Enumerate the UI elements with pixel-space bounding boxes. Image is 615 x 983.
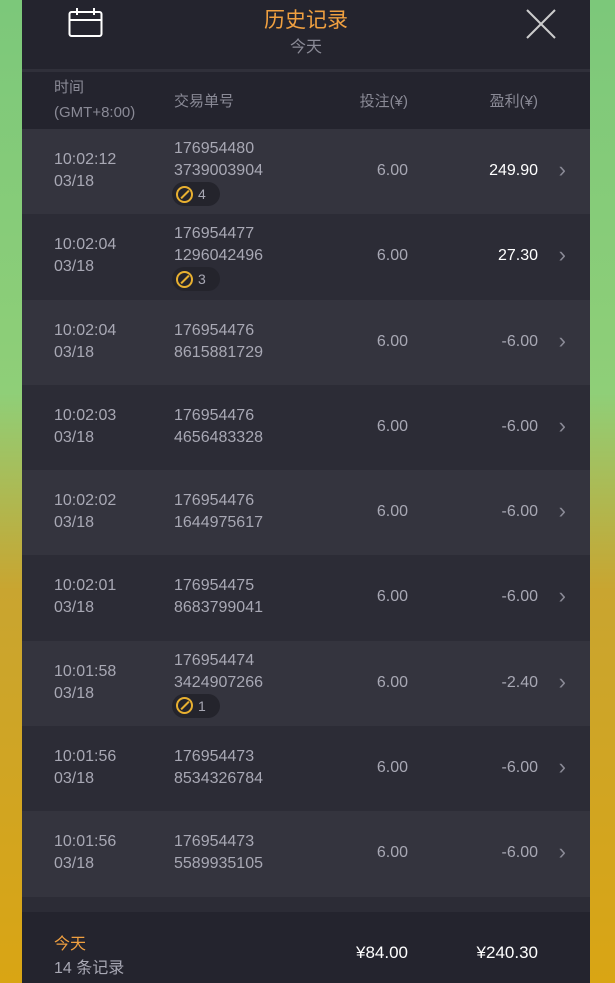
- row-bet: 6.00: [376, 332, 408, 350]
- badge-count: 1: [198, 697, 206, 714]
- table-body: 10:02:12 03/18 176954480 3739003904 4 6.…: [22, 129, 590, 897]
- spin-icon: [176, 185, 193, 203]
- row-time: 10:02:04: [54, 236, 117, 254]
- free-spin-badge: 4: [172, 182, 220, 206]
- row-id-1: 176954473: [174, 833, 255, 851]
- table-row[interactable]: 10:02:04 03/18 176954477 1296042496 3 6.…: [22, 214, 590, 300]
- table-row[interactable]: 10:01:56 03/18 176954473 5589935105 6.00…: [22, 811, 590, 897]
- row-profit: -6.00: [501, 503, 538, 521]
- row-date: 03/18: [54, 428, 95, 446]
- row-date: 03/18: [54, 173, 95, 190]
- row-bet: 6.00: [376, 247, 408, 265]
- row-bet: 6.00: [376, 844, 408, 862]
- row-bet: 6.00: [376, 759, 408, 777]
- row-bet: 6.00: [376, 503, 408, 521]
- row-date: 03/18: [54, 258, 95, 276]
- table-header: 时间 (GMT+8:00) 交易单号 投注(¥) 盈利(¥): [22, 72, 590, 129]
- row-bet: 6.00: [376, 417, 408, 435]
- row-id-2: 3739003904: [174, 162, 263, 179]
- chevron-right-icon[interactable]: ›: [558, 327, 566, 353]
- row-id-1: 176954476: [174, 492, 255, 510]
- footer-period: 今天: [54, 936, 87, 953]
- summary-footer: 今天 14 条记录 ¥84.00 ¥240.30: [22, 912, 590, 983]
- row-profit: -6.00: [501, 588, 538, 606]
- row-profit: -6.00: [501, 417, 538, 435]
- table-row[interactable]: 10:02:02 03/18 176954476 1644975617 6.00…: [22, 470, 590, 556]
- row-date: 03/18: [54, 855, 95, 873]
- chevron-right-icon[interactable]: ›: [558, 583, 566, 609]
- row-time: 10:02:01: [54, 577, 117, 595]
- chevron-right-icon[interactable]: ›: [558, 668, 566, 694]
- history-panel: 历史记录 今天 时间 (GMT+8:00) 交易单号 投注(¥) 盈利(¥) 1…: [22, 0, 590, 983]
- row-profit: -2.40: [501, 673, 538, 691]
- row-bet: 6.00: [376, 588, 408, 606]
- row-date: 03/18: [54, 514, 95, 532]
- chevron-right-icon[interactable]: ›: [558, 242, 566, 268]
- footer-total-profit: ¥240.30: [476, 943, 538, 962]
- badge-count: 4: [198, 186, 206, 202]
- calendar-icon[interactable]: [68, 8, 104, 38]
- row-time: 10:01:58: [54, 662, 117, 680]
- row-id-1: 176954480: [174, 140, 255, 157]
- row-id-1: 176954476: [174, 321, 255, 339]
- row-profit: -6.00: [501, 332, 538, 350]
- chevron-right-icon[interactable]: ›: [558, 412, 566, 438]
- row-id-2: 3424907266: [174, 673, 263, 691]
- row-id-2: 8683799041: [174, 599, 263, 617]
- free-spin-badge: 1: [172, 693, 220, 718]
- col-profit: 盈利(¥): [489, 93, 538, 110]
- chevron-right-icon[interactable]: ›: [558, 498, 566, 524]
- row-time: 10:01:56: [54, 833, 117, 851]
- col-bet: 投注(¥): [359, 93, 408, 110]
- table-row[interactable]: 10:02:12 03/18 176954480 3739003904 4 6.…: [22, 129, 590, 215]
- free-spin-badge: 3: [172, 267, 220, 292]
- row-bet: 6.00: [376, 673, 408, 691]
- close-icon[interactable]: [525, 8, 557, 40]
- row-date: 03/18: [54, 770, 95, 788]
- row-id-2: 1644975617: [174, 514, 263, 532]
- spin-icon: [176, 270, 193, 288]
- table-row[interactable]: 10:01:58 03/18 176954474 3424907266 1 6.…: [22, 640, 590, 727]
- row-date: 03/18: [54, 599, 95, 617]
- row-id-1: 176954476: [174, 406, 255, 424]
- row-profit: 27.30: [497, 247, 538, 265]
- header: 历史记录 今天: [22, 0, 590, 72]
- row-profit: -6.00: [501, 759, 538, 777]
- footer-count: 14 条记录: [54, 960, 125, 977]
- row-date: 03/18: [54, 684, 95, 702]
- page-title: 历史记录: [264, 9, 348, 32]
- row-id-2: 1296042496: [174, 247, 263, 265]
- row-profit: -6.00: [501, 844, 538, 862]
- badge-count: 3: [198, 271, 206, 288]
- row-id-2: 4656483328: [174, 428, 263, 446]
- row-id-2: 8615881729: [174, 343, 263, 361]
- row-profit: 249.90: [489, 162, 538, 179]
- table-row[interactable]: 10:02:01 03/18 176954475 8683799041 6.00…: [22, 555, 590, 641]
- row-id-2: 5589935105: [174, 855, 263, 873]
- table-row[interactable]: 10:02:03 03/18 176954476 4656483328 6.00…: [22, 384, 590, 471]
- col-order: 交易单号: [174, 93, 235, 110]
- spin-icon: [176, 697, 193, 715]
- col-timezone: (GMT+8:00): [54, 104, 136, 121]
- row-id-1: 176954475: [174, 577, 255, 595]
- row-date: 03/18: [54, 343, 95, 361]
- footer-total-bet: ¥84.00: [356, 943, 408, 962]
- chevron-right-icon[interactable]: ›: [558, 839, 566, 865]
- chevron-right-icon[interactable]: ›: [558, 157, 566, 182]
- row-time: 10:02:03: [54, 406, 117, 424]
- row-id-1: 176954474: [174, 651, 255, 669]
- row-time: 10:02:04: [54, 321, 117, 339]
- row-id-1: 176954477: [174, 225, 255, 243]
- col-time: 时间: [54, 79, 85, 96]
- table-row[interactable]: 10:02:04 03/18 176954476 8615881729 6.00…: [22, 299, 590, 385]
- row-time: 10:02:02: [54, 492, 117, 510]
- row-time: 10:02:12: [54, 151, 117, 168]
- row-id-2: 8534326784: [174, 770, 263, 788]
- row-time: 10:01:56: [54, 748, 117, 766]
- table-row[interactable]: 10:01:56 03/18 176954473 8534326784 6.00…: [22, 726, 590, 812]
- row-bet: 6.00: [376, 162, 408, 179]
- date-filter[interactable]: 今天: [289, 39, 322, 56]
- row-id-1: 176954473: [174, 748, 255, 766]
- chevron-right-icon[interactable]: ›: [558, 754, 566, 780]
